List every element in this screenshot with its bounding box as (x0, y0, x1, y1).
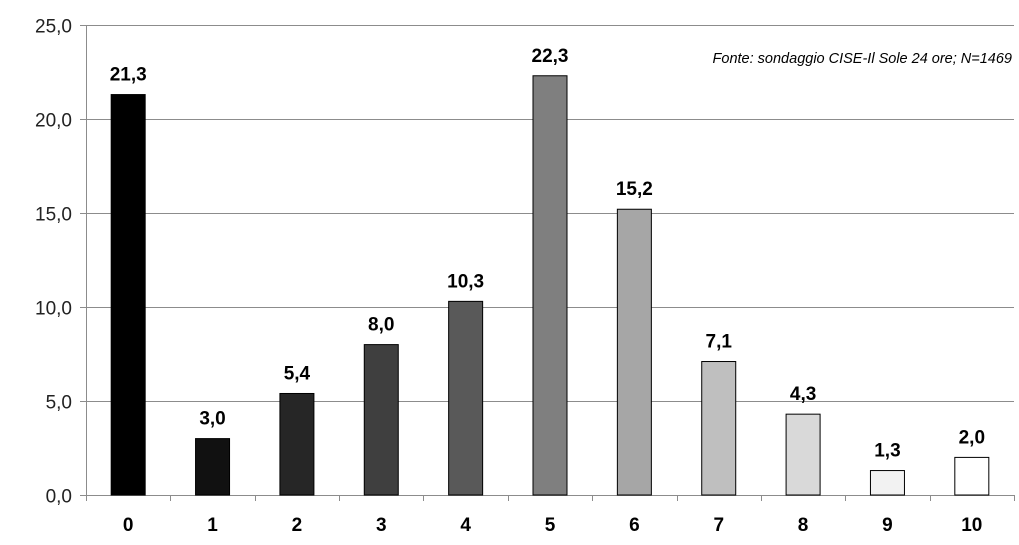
x-tick-label: 1 (207, 515, 218, 536)
bar (279, 392, 315, 496)
bar (954, 456, 990, 496)
data-label: 15,2 (616, 179, 653, 200)
x-tick-label: 5 (545, 515, 556, 536)
x-tick-label: 3 (376, 515, 387, 536)
y-tick-label: 20,0 (35, 111, 72, 132)
y-tick-label: 0,0 (46, 487, 72, 508)
bar (785, 413, 821, 496)
x-axis-ticks: 0 1 2 3 4 5 6 7 8 9 10 (123, 515, 982, 536)
bar (869, 470, 905, 496)
data-label: 1,3 (874, 441, 900, 462)
data-label: 21,3 (110, 65, 147, 86)
bar (448, 300, 484, 496)
x-tick-label: 0 (123, 515, 134, 536)
data-label: 4,3 (790, 384, 816, 405)
y-tick-label: 15,0 (35, 205, 72, 226)
x-tick-label: 9 (882, 515, 893, 536)
y-tick-label: 25,0 (35, 17, 72, 38)
bar (532, 75, 568, 496)
data-label: 5,4 (284, 363, 311, 384)
y-tick-label: 10,0 (35, 299, 72, 320)
bar (363, 344, 399, 496)
x-tick-label: 6 (629, 515, 640, 536)
x-tick-label: 7 (713, 515, 724, 536)
bar (616, 208, 652, 496)
source-annotation: Fonte: sondaggio CISE-Il Sole 24 ore; N=… (713, 51, 1012, 67)
data-label: 10,3 (447, 271, 484, 292)
bar (701, 361, 737, 496)
x-tick-label: 10 (961, 515, 982, 536)
data-label: 2,0 (959, 427, 985, 448)
x-tick-label: 8 (798, 515, 809, 536)
data-labels: 21,3 3,0 5,4 8,0 10,3 22,3 15,2 7,1 4,3 1,3 2,0 (110, 46, 985, 462)
data-label: 7,1 (706, 332, 733, 353)
data-label: 8,0 (368, 315, 394, 336)
bars (110, 75, 990, 496)
y-tick-label: 5,0 (46, 393, 72, 414)
data-label: 3,0 (199, 409, 225, 430)
bar (110, 94, 146, 496)
x-tick-label: 4 (460, 515, 471, 536)
x-tick-label: 2 (292, 515, 303, 536)
bar (195, 438, 231, 496)
data-label: 22,3 (532, 46, 569, 67)
y-axis-ticks: 0,0 5,0 10,0 15,0 20,0 25,0 (35, 17, 72, 508)
